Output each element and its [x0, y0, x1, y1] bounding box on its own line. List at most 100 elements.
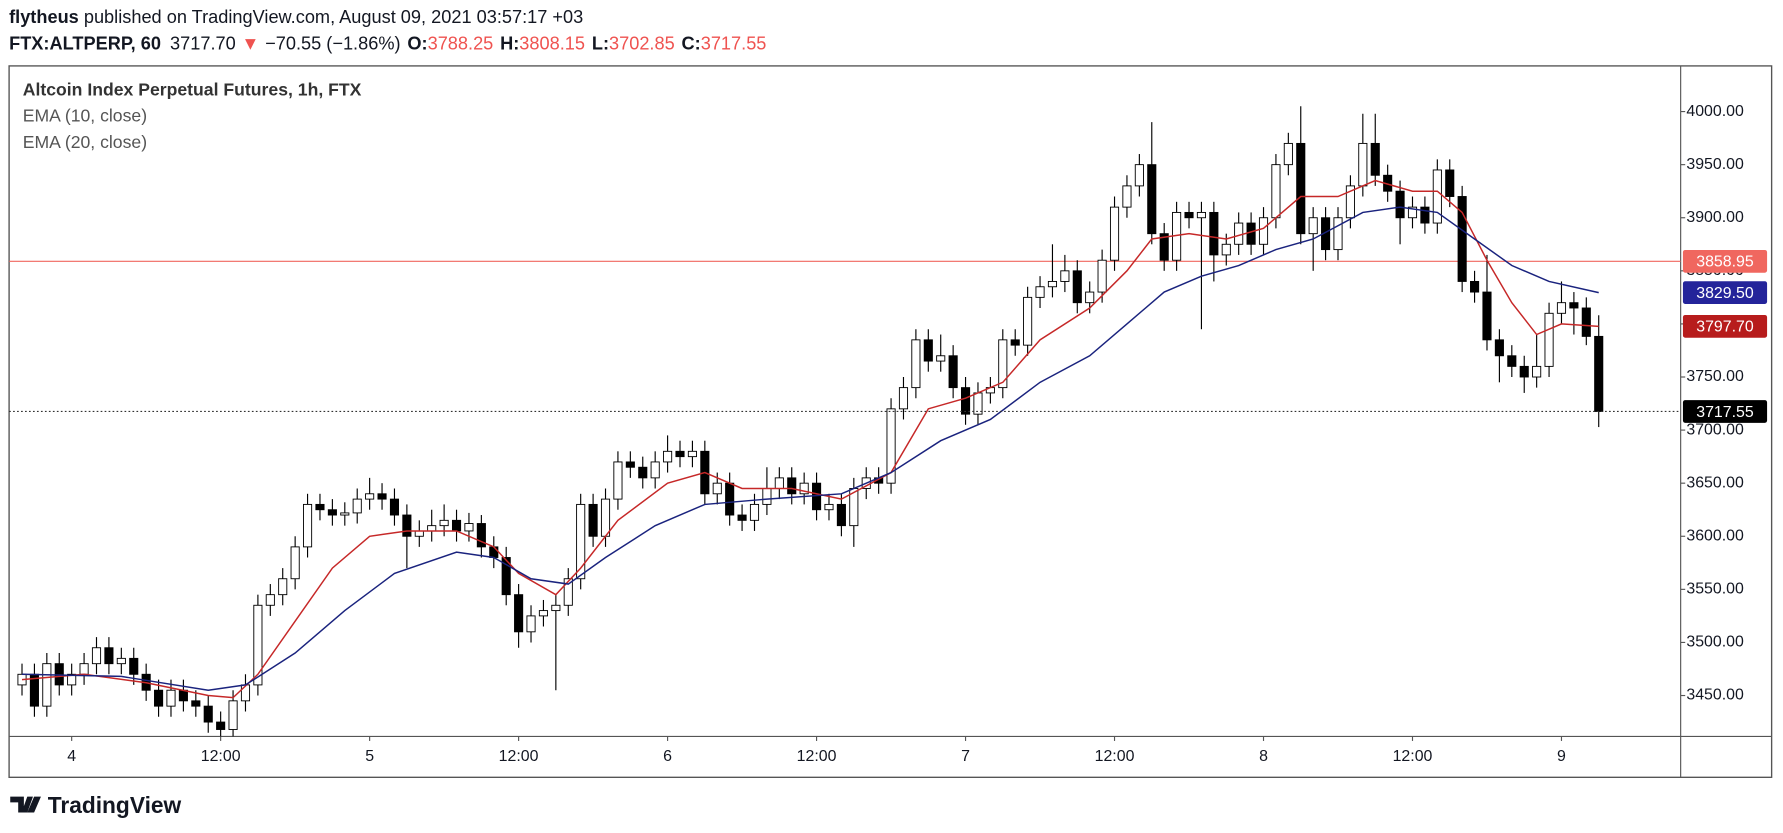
candle-body — [352, 498, 362, 514]
candle-body — [1407, 206, 1418, 219]
candle-body — [290, 546, 300, 580]
price-label: 3797.70 — [1696, 319, 1754, 336]
candle-body — [1470, 280, 1480, 293]
candle-body — [911, 339, 921, 389]
candle-body — [1494, 339, 1504, 357]
candle-body — [228, 700, 238, 730]
candle-body — [1109, 206, 1120, 261]
candle-body — [1358, 142, 1368, 187]
x-tick-label: 4 — [67, 748, 76, 765]
candle-body — [625, 461, 635, 468]
candle-body — [1184, 211, 1194, 219]
candle-body — [451, 519, 462, 532]
candle-body — [712, 482, 722, 495]
c-key: C: — [682, 33, 701, 53]
y-tick-label: 3550.00 — [1686, 581, 1744, 598]
y-tick-label: 3700.00 — [1686, 421, 1744, 438]
candle-body — [154, 689, 164, 707]
candle-body — [42, 663, 52, 707]
candle-body — [576, 503, 586, 580]
x-tick-label: 12:00 — [499, 748, 539, 765]
candle-body — [948, 355, 958, 389]
plot — [9, 106, 1681, 737]
candle-body — [377, 493, 387, 500]
arrow: ▼ — [241, 33, 259, 53]
candle-body — [1196, 211, 1206, 219]
candle-body — [104, 647, 114, 665]
symbol: FTX:ALTPERP, 60 — [9, 33, 161, 53]
published-line: flytheus published on TradingView.com, A… — [9, 7, 583, 27]
candle-body — [1023, 296, 1033, 346]
legend-ema10: EMA (10, close) — [23, 106, 147, 126]
candle-body — [1581, 307, 1591, 337]
candle-body — [1258, 217, 1269, 245]
candle-body — [1432, 169, 1442, 224]
candle-body — [898, 387, 909, 410]
candle-body — [278, 578, 288, 596]
y-tick-label: 3750.00 — [1686, 368, 1744, 385]
candle-body — [439, 519, 449, 527]
candle-body — [303, 503, 313, 548]
candle-body — [1370, 142, 1380, 176]
candle-body — [1333, 217, 1343, 251]
candle-body — [588, 503, 598, 537]
candle-body — [67, 673, 77, 686]
candle-body — [1085, 291, 1095, 304]
candle-body — [600, 498, 611, 537]
ema-line — [21, 206, 1599, 691]
candle-body — [663, 450, 673, 463]
candle-body — [1457, 196, 1467, 282]
candle-body — [1097, 259, 1107, 293]
candle-body — [489, 546, 499, 558]
o-value: 3788.25 — [428, 33, 494, 53]
candle-body — [1420, 206, 1430, 224]
candle-body — [216, 721, 226, 730]
candle-body — [340, 512, 350, 516]
candle-body — [1147, 164, 1157, 235]
candle-body — [129, 657, 139, 675]
candle-body — [427, 525, 437, 532]
footer-logo: TradingView — [10, 792, 182, 818]
candle-body — [116, 657, 126, 665]
candle-body — [1395, 190, 1405, 219]
price-label-box — [1682, 249, 1768, 273]
candle-body — [1482, 291, 1492, 341]
candle-body — [923, 339, 933, 362]
candle-body — [1234, 222, 1244, 245]
candle-body — [476, 523, 486, 548]
logo-mark — [10, 796, 41, 813]
candle-body — [315, 503, 325, 511]
y-tick-label: 3450.00 — [1686, 687, 1744, 704]
candle-body — [1594, 335, 1604, 412]
candle-body — [998, 339, 1008, 389]
candle-body — [203, 705, 213, 723]
candle-body — [1246, 222, 1256, 245]
legend-title: Altcoin Index Perpetual Futures, 1h, FTX — [23, 80, 362, 100]
h-value: 3808.15 — [519, 33, 585, 53]
x-tick-label: 5 — [365, 748, 374, 765]
x-tick-label: 12:00 — [1393, 748, 1433, 765]
x-tick-label: 8 — [1259, 748, 1268, 765]
price-label-box — [1682, 314, 1768, 338]
brand: TradingView — [48, 792, 182, 818]
candle-body — [178, 689, 188, 702]
l-key: L: — [592, 33, 609, 53]
published: published on TradingView.com, August 09,… — [79, 7, 583, 27]
legend-ema20: EMA (20, close) — [23, 132, 147, 152]
candle-body — [824, 503, 834, 511]
candle-body — [538, 610, 548, 617]
candle-body — [787, 477, 797, 495]
candle-body — [514, 594, 524, 633]
candle-body — [749, 503, 760, 521]
candle-body — [799, 482, 809, 495]
candle-body — [464, 523, 474, 532]
symbol-line: FTX:ALTPERP, 60 3717.70 ▼ −70.55 (−1.86%) O:… — [9, 33, 766, 53]
candle-body — [1209, 211, 1219, 256]
candle-body — [1035, 286, 1045, 298]
candle-body — [563, 578, 573, 606]
price-label: 3858.95 — [1696, 254, 1754, 271]
x-tick-label: 12:00 — [1095, 748, 1135, 765]
candle-body — [1507, 355, 1517, 367]
candle-body — [365, 493, 375, 500]
